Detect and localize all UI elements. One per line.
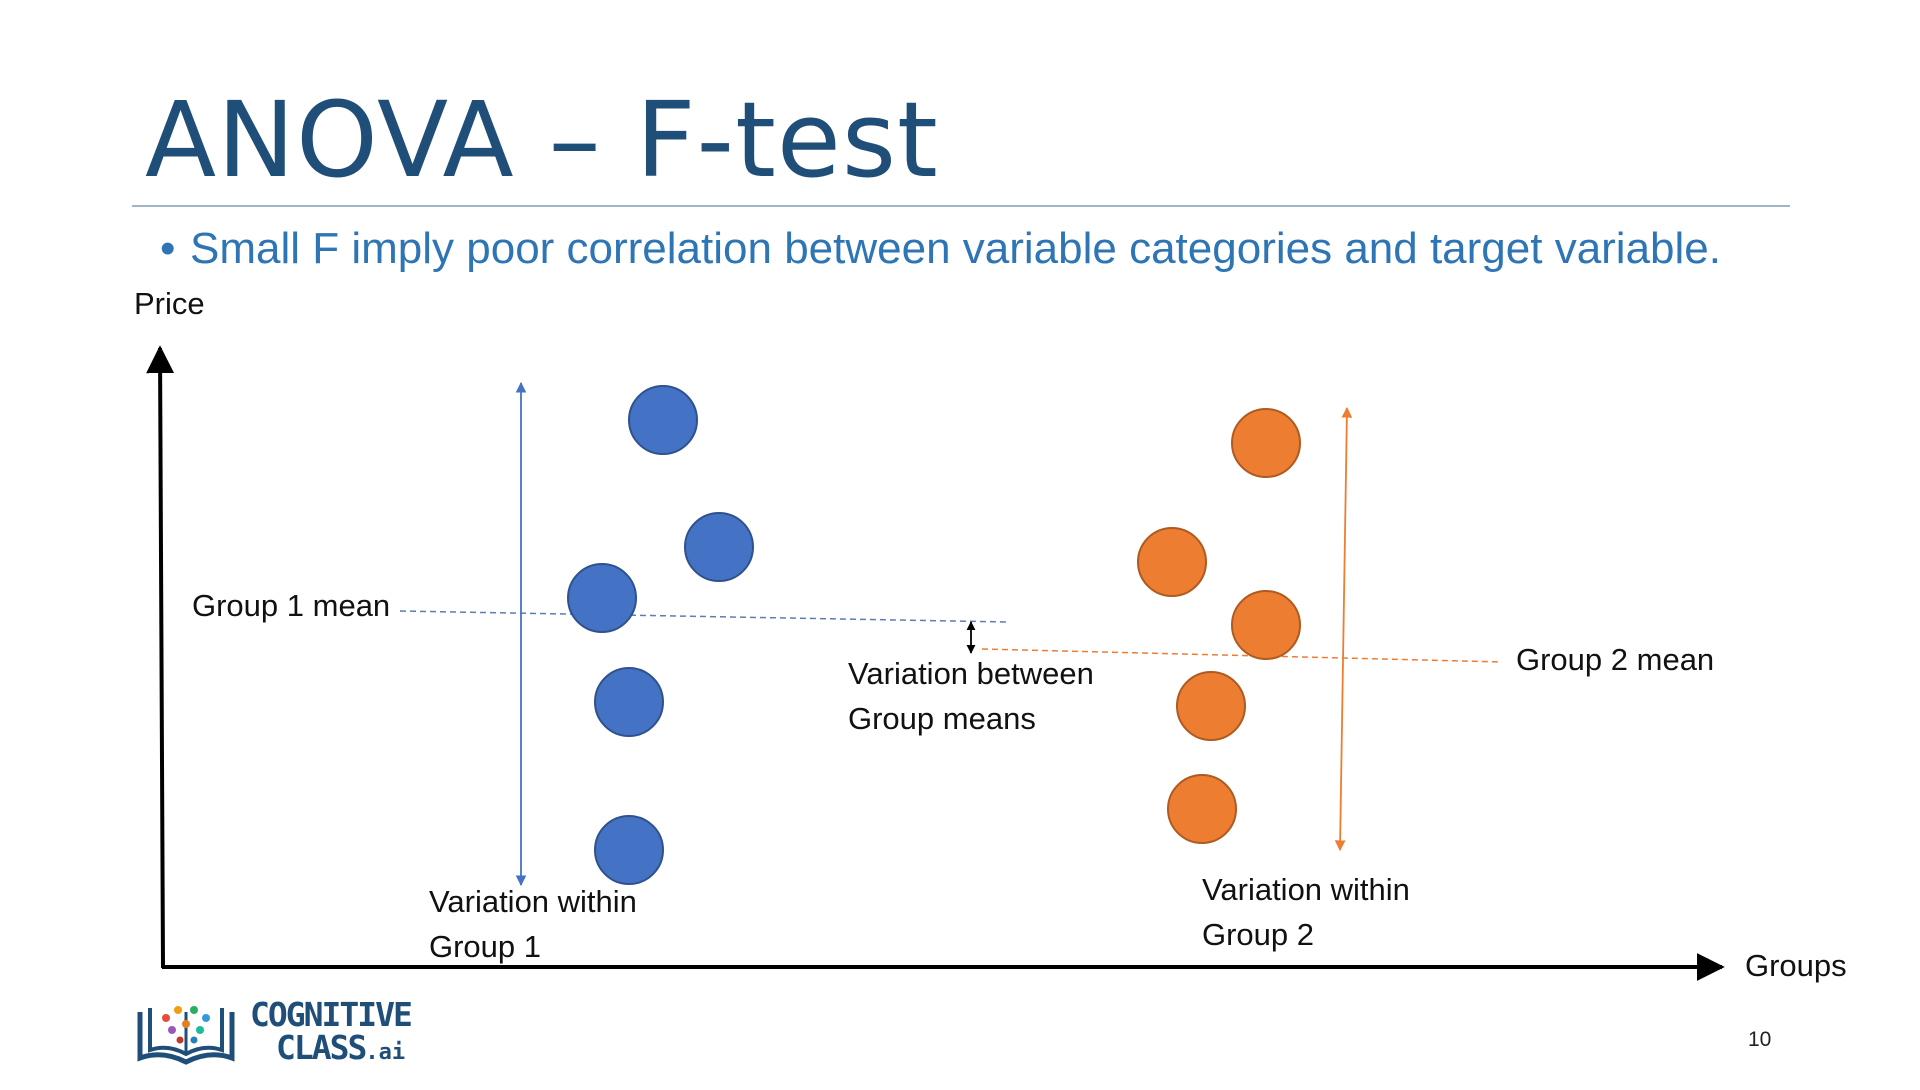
between-means-label: Variation between Group means — [848, 652, 1094, 742]
group2-mean-label: Group 2 mean — [1516, 642, 1715, 677]
bullet-dot-icon: • — [160, 224, 176, 273]
x-axis-label: Groups — [1745, 948, 1847, 983]
group2-point — [1167, 774, 1237, 844]
y-axis-label: Price — [134, 286, 205, 321]
logo-ai-suffix: .ai — [365, 1040, 406, 1065]
group1-points — [567, 385, 754, 885]
bullet-text: Small F imply poor correlation between v… — [190, 224, 1721, 273]
logo-wordmark: COGNITIVE CLASS.ai — [250, 995, 413, 1064]
book-network-icon — [137, 1006, 235, 1065]
group2-point — [1231, 408, 1301, 478]
cognitive-class-logo: COGNITIVE CLASS.ai — [136, 998, 456, 1068]
group2-variation-arrow — [1334, 406, 1353, 852]
between-means-label-line2: Group means — [848, 700, 1036, 736]
group1-mean-label: Group 1 mean — [192, 588, 391, 623]
slide-title: ANOVA – F-test — [145, 79, 939, 201]
within-group1-label: Variation within Group 1 — [429, 880, 637, 970]
y-axis — [146, 345, 175, 969]
bullet-point: • Small F imply poor correlation between … — [160, 224, 1721, 274]
group2-point — [1231, 590, 1301, 660]
within-group1-label-line2: Group 1 — [429, 928, 542, 964]
within-group2-label: Variation within Group 2 — [1202, 868, 1410, 958]
between-means-label-line1: Variation between — [848, 656, 1094, 691]
group2-point — [1137, 527, 1207, 597]
logo-line1: COGNITIVE — [250, 995, 413, 1034]
group1-point — [567, 563, 637, 633]
group1-point — [594, 815, 664, 885]
page-number: 10 — [1748, 1028, 1772, 1051]
within-group1-label-line1: Variation within — [429, 884, 637, 919]
logo-class-text: CLASS — [276, 1028, 367, 1067]
logo-line2: CLASS.ai — [250, 1031, 411, 1064]
group2-mean-line — [981, 648, 1503, 663]
group1-mean-line — [399, 610, 1009, 623]
within-group2-label-line1: Variation within — [1202, 872, 1410, 907]
group1-point — [684, 512, 754, 582]
group2-points — [1137, 408, 1301, 844]
group1-point — [628, 385, 698, 455]
group1-point — [594, 667, 664, 737]
title-divider — [132, 205, 1790, 207]
within-group2-label-line2: Group 2 — [1202, 916, 1315, 952]
group2-point — [1176, 671, 1246, 741]
